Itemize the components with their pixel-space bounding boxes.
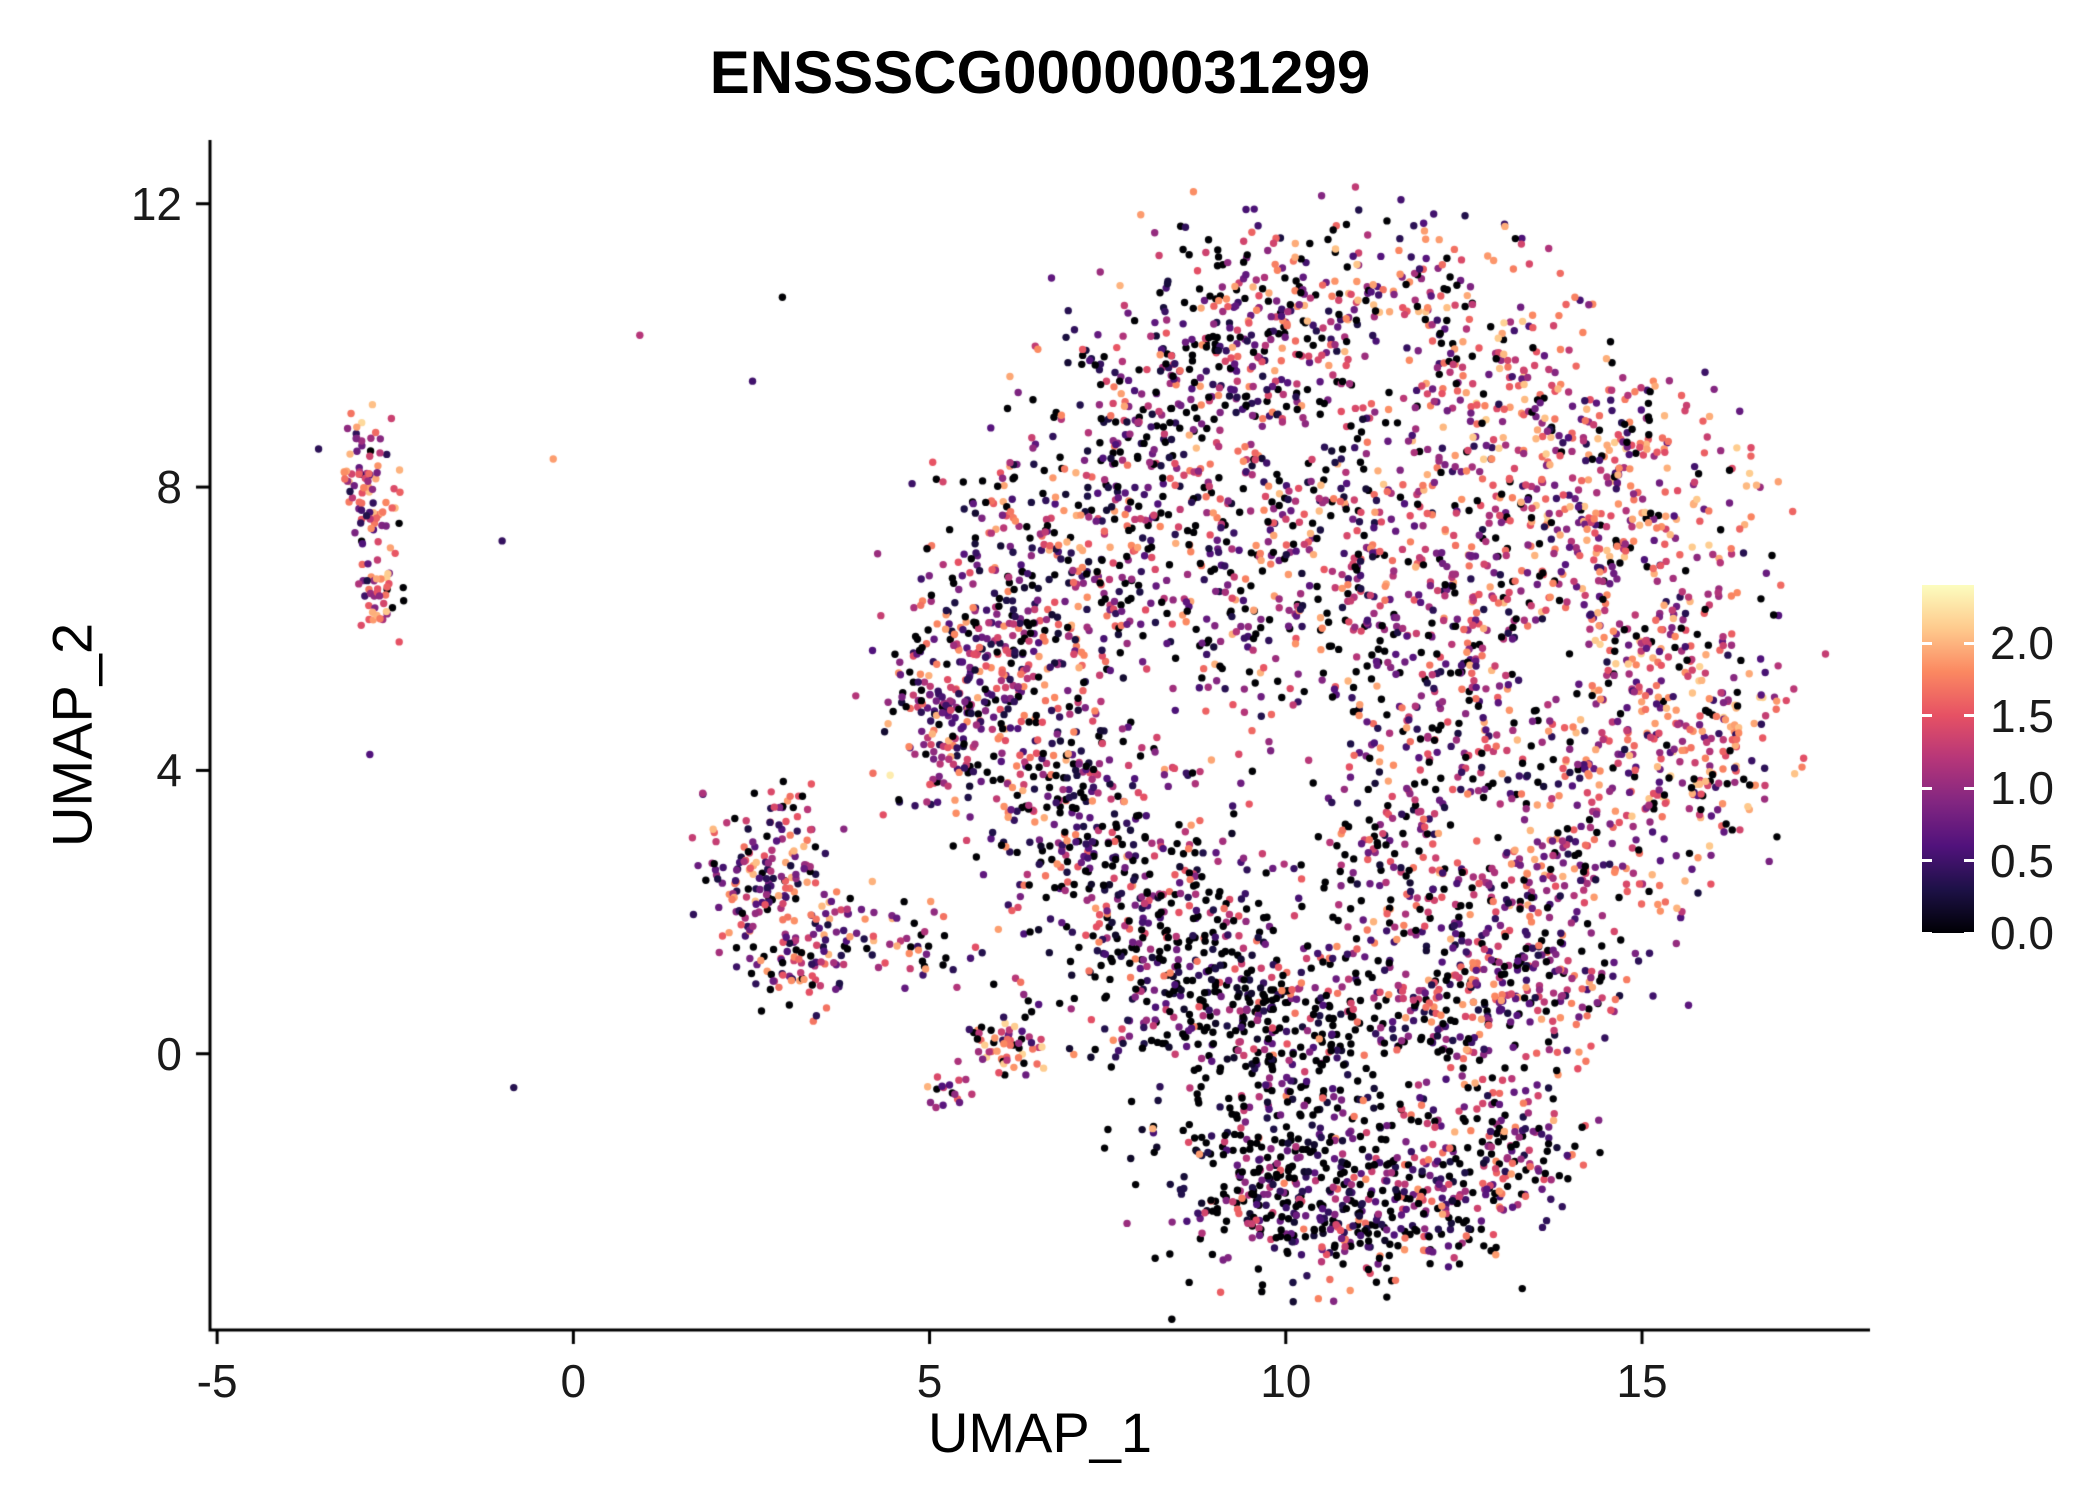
colorbar-tick-mark: [1922, 714, 1932, 717]
colorbar-tick-label-1.5: 1.5: [1990, 689, 2054, 742]
x-tick-label--5: -5: [196, 1355, 238, 1407]
plot-title: ENSSSCG00000031299: [709, 39, 1371, 106]
colorbar-tick-mark: [1964, 931, 1974, 935]
colorbar-tick-mark: [1964, 786, 1974, 790]
colorbar-tick-mark: [1922, 859, 1932, 862]
colorbar-tick-mark: [1922, 641, 1932, 645]
colorbar-tick-mark: [1964, 641, 1974, 645]
colorbar-tick-label-0.5: 0.5: [1990, 834, 2054, 887]
colorbar-tick-label-0.0: 0.0: [1990, 907, 2054, 959]
y-tick-label-0: 0: [156, 1027, 182, 1080]
colorbar-tick-mark: [1964, 714, 1974, 717]
y-tick-label-12: 12: [130, 177, 182, 230]
y-tick-label-4: 4: [156, 744, 182, 797]
y-tick-label-8: 8: [156, 461, 182, 514]
x-tick-label-5: 5: [916, 1355, 943, 1407]
colorbar-tick-mark: [1922, 786, 1932, 790]
x-tick-label-10: 10: [1260, 1355, 1312, 1407]
y-axis-label: UMAP_2: [40, 622, 104, 848]
colorbar-tick-label-2.0: 2.0: [1990, 617, 2054, 669]
colorbar-tick-label-1.0: 1.0: [1990, 762, 2054, 814]
colorbar-gradient: [1922, 585, 1974, 933]
x-tick-label-0: 0: [560, 1355, 587, 1407]
x-tick-label-15: 15: [1616, 1355, 1668, 1407]
x-axis-label: UMAP_1: [927, 1401, 1153, 1464]
colorbar-tick-mark: [1964, 859, 1974, 862]
colorbar-tick-mark: [1922, 931, 1932, 935]
colorbar: [1922, 585, 1974, 933]
